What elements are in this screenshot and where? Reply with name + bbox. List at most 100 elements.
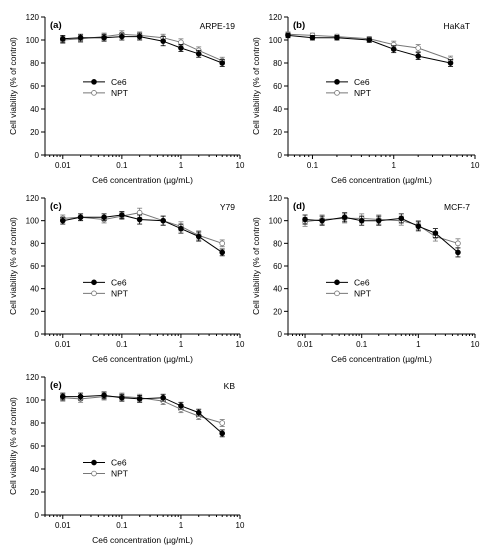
data-point [136, 396, 143, 402]
data-point [136, 216, 143, 223]
legend-marker [91, 470, 97, 477]
series-ce6 [59, 391, 226, 438]
series-ce6 [59, 211, 226, 257]
data-point [178, 39, 184, 46]
cell-line-label: HaKaT [444, 21, 470, 31]
panel-label: (e) [50, 380, 62, 391]
data-point [101, 214, 107, 221]
y-axis-title: Cell viability (% of control) [251, 37, 261, 135]
y-tick-label: 100 [269, 217, 283, 226]
x-tick-label: 0.1 [116, 340, 128, 349]
legend-marker [91, 79, 97, 85]
series-line [62, 33, 223, 62]
data-point [178, 45, 184, 51]
y-tick-label: 100 [269, 36, 283, 45]
y-axis-title: Cell viability (% of control) [8, 37, 18, 135]
x-tick-label: 1 [179, 521, 184, 530]
legend-label: Ce6 [111, 77, 127, 87]
data-point [309, 34, 316, 41]
data-point [101, 392, 107, 399]
data-point [101, 34, 107, 41]
x-axis-title: Ce6 concentration (µg/mL) [92, 535, 193, 545]
legend-label: NPT [111, 288, 128, 298]
x-tick-label: 10 [236, 340, 245, 349]
data-point [219, 60, 226, 66]
y-tick-label: 40 [30, 465, 39, 474]
data-point [455, 240, 461, 247]
data-point [415, 223, 422, 230]
data-point [455, 249, 461, 256]
data-point [415, 45, 421, 51]
series-ce6 [302, 212, 461, 258]
panel-label: (c) [50, 201, 62, 212]
chart-panel-b: 0 20 40 60 80 100 120 0.1 1 10 Ce6 concentration (… [251, 13, 480, 185]
x-tick-label: 10 [471, 161, 480, 170]
legend-label: Ce6 [111, 277, 127, 287]
data-point [195, 233, 202, 240]
data-point [341, 214, 348, 221]
data-point [59, 393, 66, 400]
series-ce6 [59, 32, 226, 67]
y-tick-label: 80 [273, 59, 282, 68]
data-point [302, 216, 308, 223]
data-point [195, 50, 202, 57]
chart-panel-e: 0 20 40 60 80 100 120 0.01 0.1 1 10 Ce6 concentrati… [8, 373, 245, 545]
legend-label: Ce6 [111, 458, 127, 468]
legend-marker [334, 79, 340, 85]
y-axis-title: Cell viability (% of control) [8, 217, 18, 315]
y-tick-label: 20 [30, 128, 39, 137]
legend-marker [91, 279, 97, 286]
legend-label: Ce6 [354, 77, 370, 87]
series-ce6 [285, 32, 454, 67]
y-tick-label: 120 [269, 13, 283, 22]
y-tick-label: 0 [35, 330, 40, 339]
legend-label: NPT [111, 469, 128, 479]
data-point [219, 420, 226, 426]
data-point [119, 212, 125, 218]
data-point [195, 409, 202, 416]
y-tick-label: 120 [269, 194, 283, 203]
y-tick-label: 40 [273, 285, 282, 294]
data-point [136, 33, 143, 40]
data-point [219, 249, 226, 256]
data-point [119, 394, 125, 401]
y-tick-label: 60 [273, 262, 282, 271]
y-tick-label: 80 [273, 239, 282, 248]
data-point [77, 393, 84, 400]
x-tick-label: 10 [236, 521, 245, 530]
data-point [334, 34, 340, 41]
y-tick-label: 60 [273, 82, 282, 91]
data-point [59, 36, 66, 42]
data-point [77, 214, 84, 221]
y-tick-label: 20 [273, 128, 282, 137]
x-tick-label: 0.01 [55, 340, 71, 349]
cell-line-label: KB [224, 381, 236, 391]
x-tick-label: 10 [236, 161, 245, 170]
data-point [219, 430, 226, 437]
data-point [77, 34, 84, 41]
y-tick-label: 80 [30, 239, 39, 248]
legend-marker [334, 90, 340, 96]
x-tick-label: 0.1 [116, 161, 128, 170]
x-tick-label: 0.01 [297, 340, 313, 349]
data-point [358, 217, 365, 224]
series-npt [59, 30, 226, 65]
chart-panel-a: 0 20 40 60 80 100 120 0.01 0.1 1 10 Ce6 concentrati… [8, 13, 245, 185]
y-tick-label: 60 [30, 442, 39, 451]
data-point [390, 46, 397, 52]
x-tick-label: 0.1 [307, 161, 319, 170]
y-tick-label: 120 [26, 373, 40, 382]
legend-marker [91, 90, 97, 96]
y-tick-label: 20 [273, 307, 282, 316]
y-tick-label: 120 [26, 13, 40, 22]
y-tick-label: 40 [30, 105, 39, 114]
data-point [160, 394, 166, 401]
panel-label: (a) [50, 20, 62, 31]
y-tick-label: 120 [26, 194, 40, 203]
y-tick-label: 60 [30, 82, 39, 91]
data-point [119, 33, 125, 40]
x-tick-label: 0.1 [356, 340, 368, 349]
